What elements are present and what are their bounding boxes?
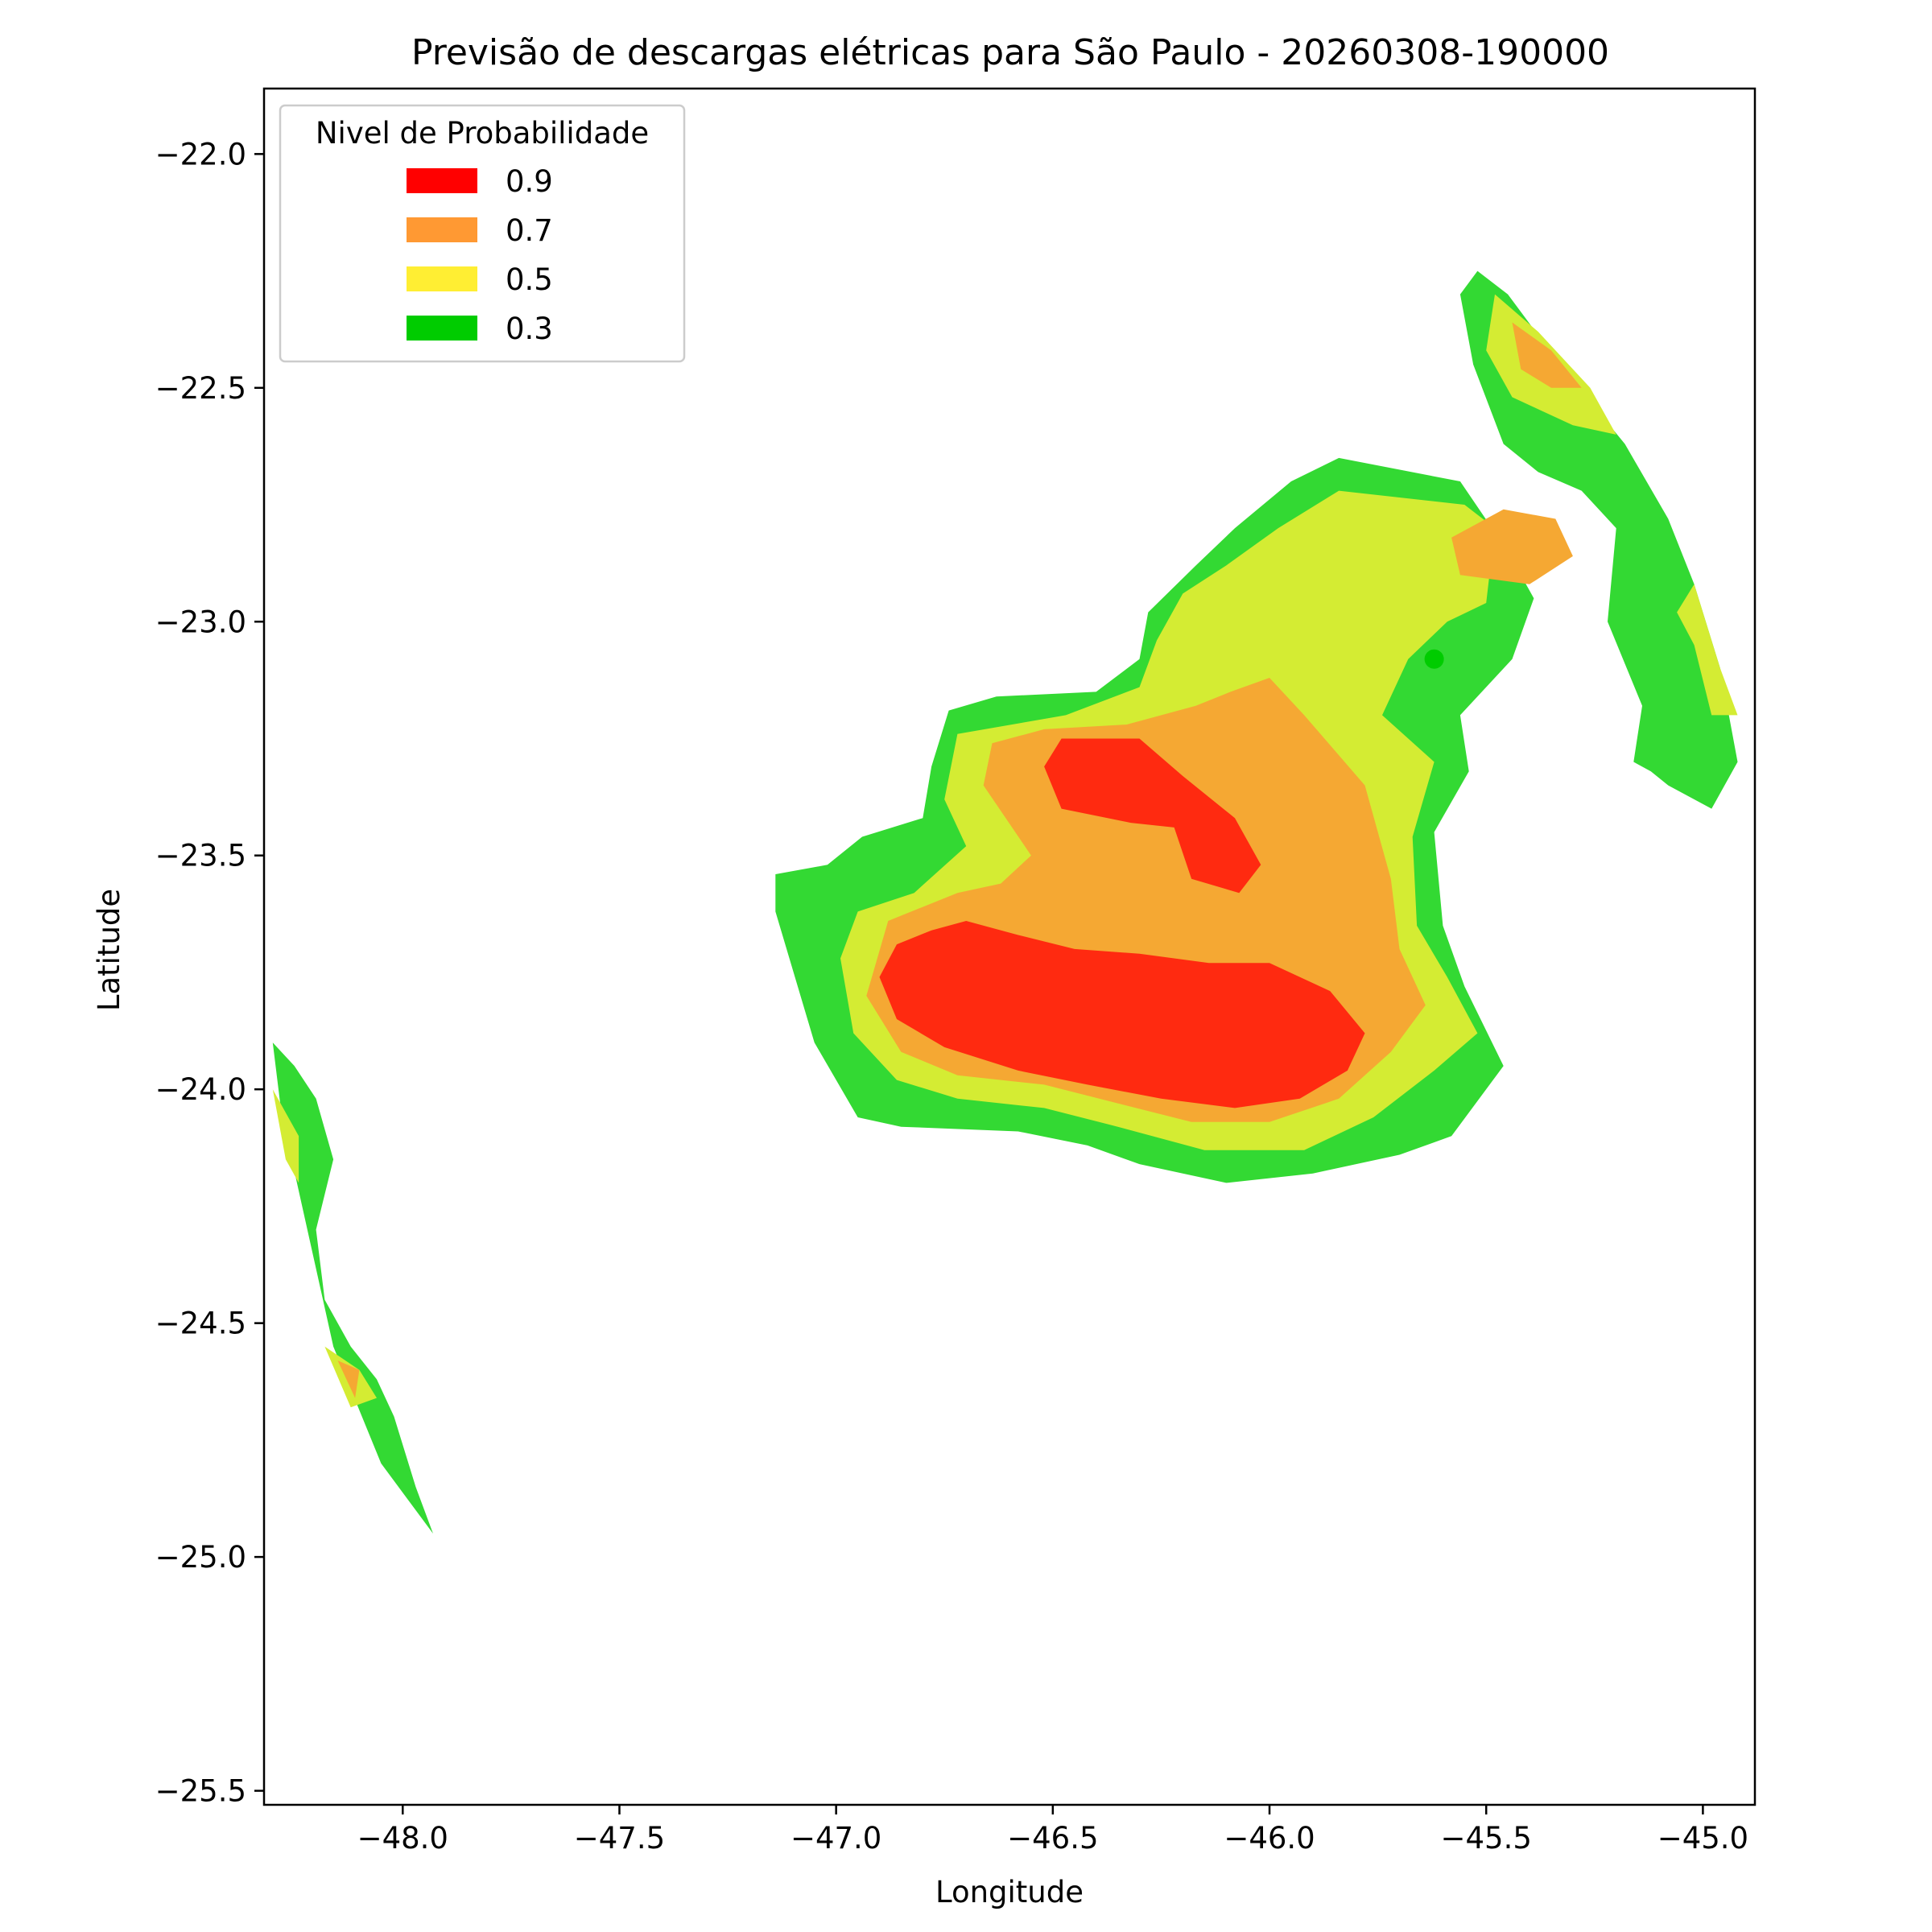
legend-label: 0.5	[506, 262, 553, 297]
y-tick-label: −25.5	[155, 1774, 246, 1809]
x-tick-label: −45.5	[1441, 1821, 1532, 1856]
contour-region-03-ne-arc-west-band	[1459, 270, 1738, 809]
x-tick-label: −48.0	[357, 1821, 448, 1856]
y-tick-label: −23.5	[155, 839, 246, 873]
x-tick-label: −47.5	[574, 1821, 665, 1856]
legend-label: 0.7	[506, 213, 553, 248]
x-tick-label: −46.0	[1224, 1821, 1315, 1856]
contour-region-07-ne-arc-west-band	[1512, 322, 1582, 388]
contour-region-03-sw-arc	[272, 1042, 433, 1534]
y-tick-label: −25.0	[155, 1540, 246, 1575]
contour-region-05-ne-arc-east-band	[1677, 584, 1738, 716]
contour-region-07-northeast-core	[1451, 509, 1573, 584]
legend-swatch	[407, 217, 477, 242]
station-marker	[1424, 649, 1444, 669]
y-tick-label: −24.0	[155, 1072, 246, 1107]
plot-frame	[262, 87, 1757, 1806]
y-tick-label: −23.0	[155, 605, 246, 639]
legend-label: 0.9	[506, 164, 553, 199]
contour-region-09-main-cell	[879, 921, 1365, 1108]
legend-swatch	[407, 168, 477, 193]
x-tick-label: −47.0	[791, 1821, 881, 1856]
x-tick-label: −45.0	[1657, 1821, 1748, 1856]
legend-entries: 0.9 0.7 0.5 0.3	[407, 164, 553, 346]
y-tick-label: −24.5	[155, 1307, 246, 1341]
x-tick-label: −46.5	[1007, 1821, 1098, 1856]
x-axis-label: Longitude	[935, 1875, 1084, 1909]
contour-region-07-sw-arc-lower	[337, 1360, 360, 1398]
legend: Nivel de Probabilidade 0.9 0.7 0.5 0.3	[279, 104, 686, 363]
legend-title: Nivel de Probabilidade	[316, 116, 649, 151]
y-tick-label: −22.5	[155, 371, 246, 406]
plot-area	[272, 270, 1738, 1534]
legend-swatch	[407, 266, 477, 291]
legend-box	[279, 104, 686, 363]
legend-label: 0.3	[506, 312, 553, 346]
y-tick-label: −22.0	[155, 137, 246, 171]
y-axis: −22.0 −22.5 −23.0 −23.5 −24.0 −24.5 −25.0 −25.5	[155, 137, 264, 1809]
y-axis-label: Latitude	[92, 889, 126, 1011]
legend-swatch	[407, 316, 477, 341]
contour-region-09-upper-core	[1044, 738, 1261, 894]
x-axis: −48.0 −47.5 −47.0 −46.5 −46.0 −45.5 −45.0	[357, 1805, 1748, 1856]
chart-title: Previsão de descargas elétricas para São…	[411, 32, 1609, 73]
contour-region-05-sw-arc	[272, 1089, 299, 1183]
